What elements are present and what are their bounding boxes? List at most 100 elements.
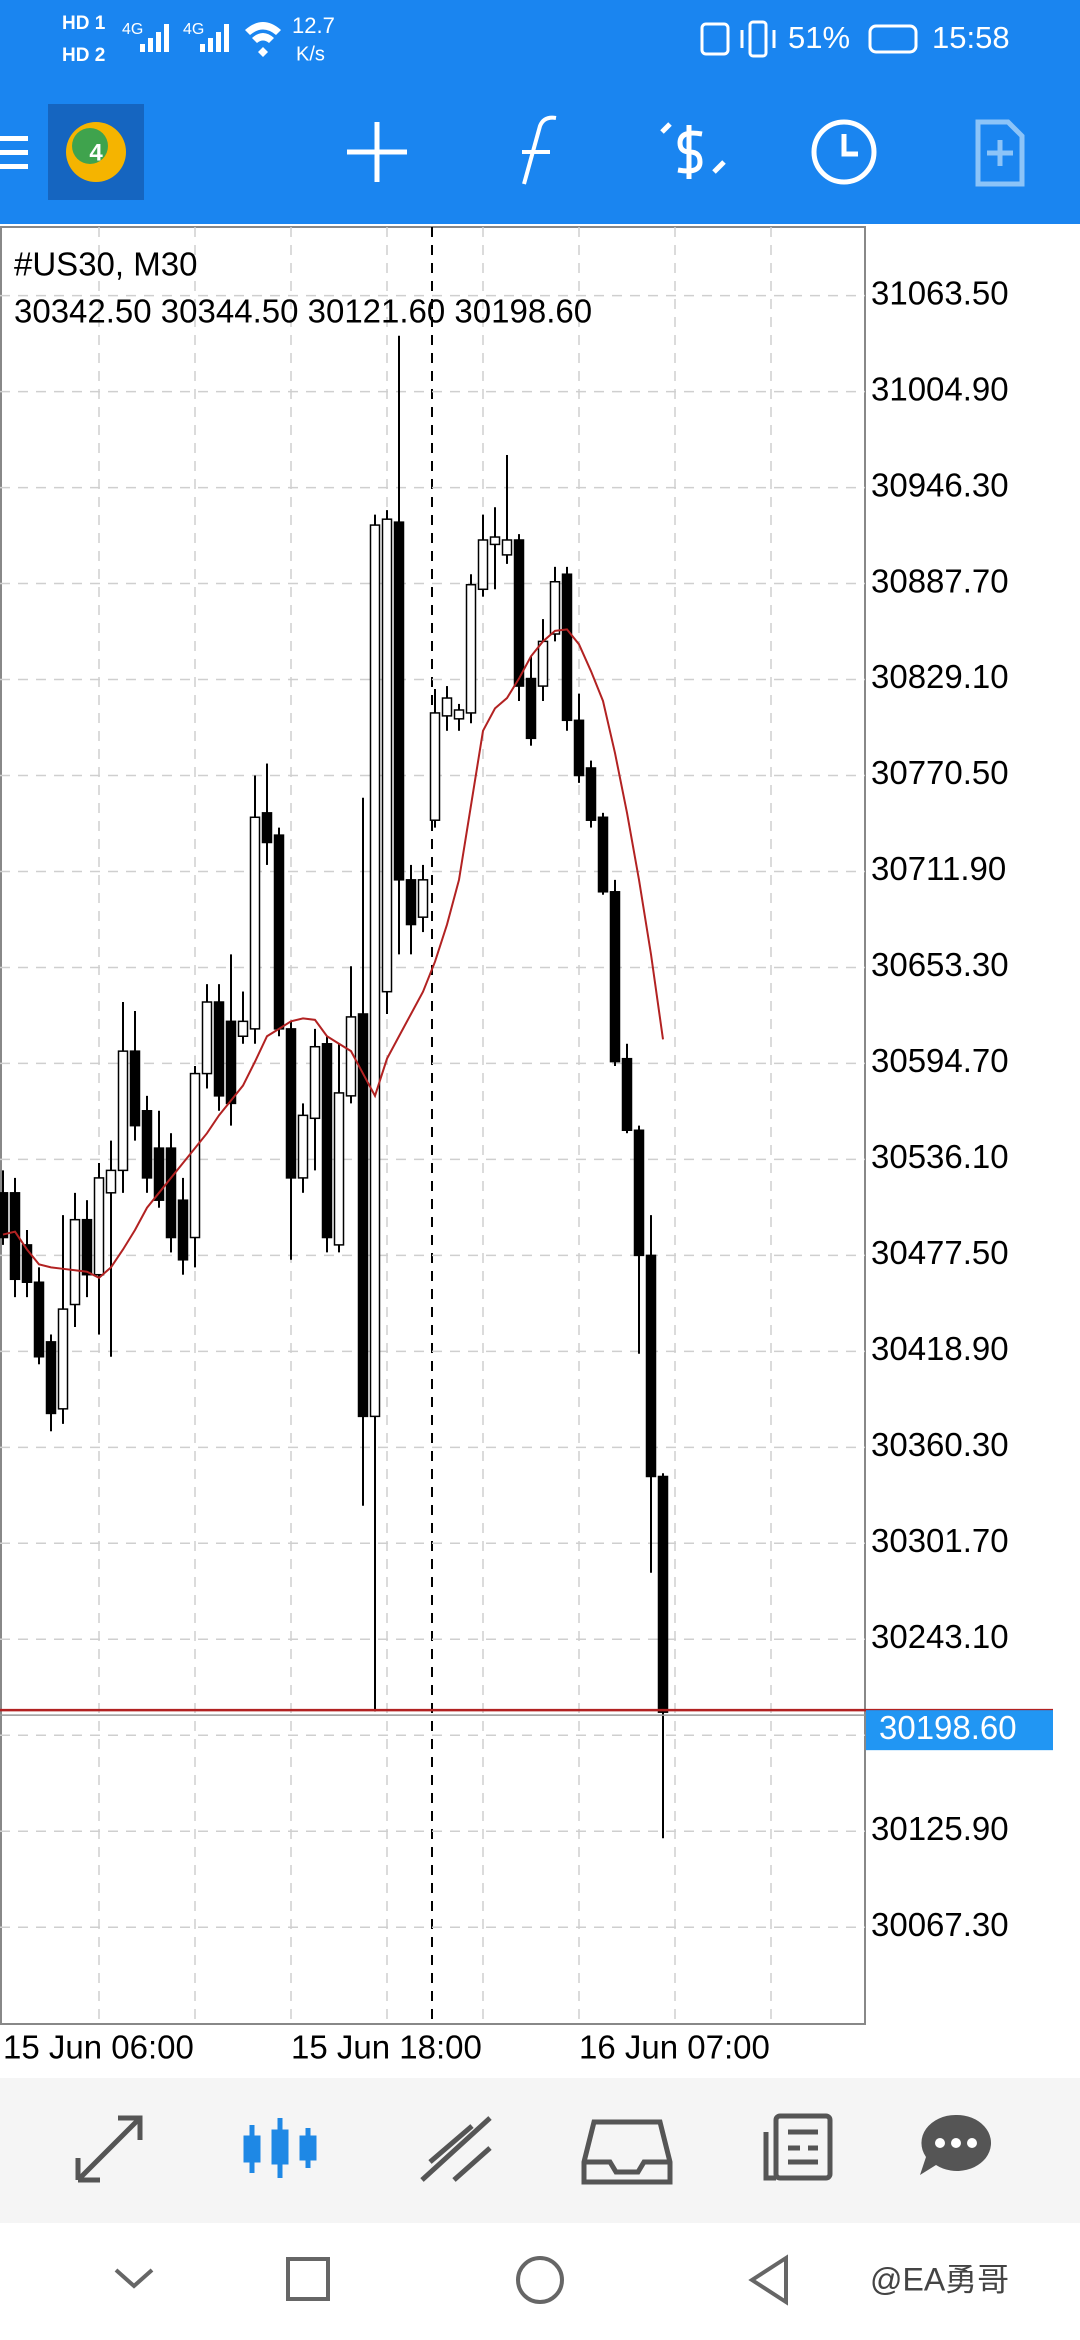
y-tick-label: 30946.30	[871, 466, 1009, 503]
bottom-nav	[0, 2078, 1080, 2223]
current-price-box	[866, 1710, 1053, 1751]
candle-body	[153, 1147, 165, 1201]
candle-body	[645, 1254, 657, 1478]
y-tick-label: 30067.30	[871, 1906, 1009, 1943]
candle-body	[345, 1016, 357, 1097]
top-bar	[0, 0, 1080, 224]
news-tab[interactable]	[773, 2113, 833, 2181]
candle-body	[417, 879, 429, 918]
y-tick-label: 30243.10	[871, 1618, 1009, 1655]
bottom-nav-icons	[75, 2113, 833, 2185]
chart-tab[interactable]	[243, 2118, 317, 2178]
toolbar-icons[interactable]	[347, 115, 1025, 187]
moving-average	[2, 628, 664, 1280]
x-tick-label: 15 Jun 06:00	[3, 2029, 194, 2066]
net2: 4G	[183, 21, 204, 38]
candle-body	[405, 879, 417, 926]
candle-body	[525, 677, 537, 740]
candle-body	[477, 539, 489, 591]
status-icons	[700, 20, 918, 58]
candle-body	[57, 1308, 69, 1410]
candle-body	[21, 1244, 33, 1283]
y-tick-label: 30770.50	[871, 754, 1009, 791]
symbol: #US30, M30	[14, 246, 197, 283]
system-nav[interactable]	[114, 2254, 788, 2306]
trade-button[interactable]	[660, 122, 726, 179]
candle-body	[285, 1028, 297, 1179]
candle-body	[297, 1114, 309, 1179]
candle-body	[45, 1341, 57, 1415]
quotes-tab[interactable]	[75, 2115, 143, 2183]
y-tick-label: 31004.90	[871, 370, 1009, 407]
signal-icons	[140, 22, 281, 57]
candle-body	[249, 816, 261, 1030]
candle-body	[225, 1020, 237, 1105]
trade-tab[interactable]	[420, 2116, 492, 2182]
sim1: HD 1	[62, 13, 106, 34]
y-tick-label: 30887.70	[871, 562, 1009, 599]
candle-body	[105, 1169, 117, 1194]
y-tick-label: 30594.70	[871, 1042, 1009, 1079]
candle-body	[465, 583, 477, 714]
history-tab[interactable]	[581, 2119, 673, 2185]
candle-body	[333, 1092, 345, 1246]
candle-body	[189, 1072, 201, 1239]
candle-body	[561, 573, 573, 722]
candle-body	[393, 521, 405, 881]
candle-body	[657, 1475, 669, 1713]
net1: 4G	[122, 21, 143, 38]
candle-body	[93, 1177, 105, 1276]
svg-text:4: 4	[89, 139, 103, 166]
candle-body	[213, 1001, 225, 1097]
candle-body	[441, 697, 453, 717]
y-tick-label: 30653.30	[871, 946, 1009, 983]
candle-body	[261, 812, 273, 844]
x-tick-label: 16 Jun 07:00	[579, 2029, 770, 2066]
candle-body	[573, 719, 585, 777]
new-order-button[interactable]	[975, 119, 1025, 187]
current-price-label: 30198.60	[879, 1709, 1017, 1746]
chat-tab[interactable]	[920, 2114, 992, 2175]
candle-body	[621, 1057, 633, 1131]
watermark: @EA勇哥	[870, 2261, 1009, 2297]
candle-body	[33, 1281, 45, 1358]
battery: 51%	[788, 20, 850, 55]
indicators-button[interactable]	[522, 115, 557, 185]
app-logo[interactable]: 4	[48, 104, 144, 200]
candle-body	[537, 640, 549, 687]
candle-body	[489, 536, 501, 546]
y-tick-label: 31063.50	[871, 274, 1009, 311]
candle-body	[201, 1001, 213, 1075]
sim2: HD 2	[62, 45, 105, 66]
candle-body	[369, 524, 381, 1418]
candle-body	[273, 834, 285, 1030]
candle-body	[321, 1043, 333, 1239]
menu-button[interactable]	[0, 136, 28, 169]
candle-body	[129, 1050, 141, 1127]
candle-body	[9, 1192, 21, 1281]
candle-body	[381, 518, 393, 993]
candle-body	[609, 891, 621, 1063]
y-tick-label: 30125.90	[871, 1810, 1009, 1847]
y-tick-label: 30829.10	[871, 658, 1009, 695]
candle-body	[501, 539, 513, 556]
clock: 15:58	[932, 20, 1010, 55]
candle-body	[633, 1129, 645, 1257]
y-tick-label: 30418.90	[871, 1330, 1009, 1367]
ohlc-header: 30342.50 30344.50 30121.60 30198.60	[14, 293, 592, 330]
candle-body	[177, 1199, 189, 1261]
x-tick-label: 15 Jun 18:00	[291, 2029, 482, 2066]
candle-body	[597, 816, 609, 893]
net-speed-unit: K/s	[296, 43, 325, 65]
candle-body	[429, 712, 441, 821]
y-tick-label: 30536.10	[871, 1138, 1009, 1175]
chart: 31063.50 31004.90 30946.30 30887.70 30829.10…	[0, 226, 1053, 2066]
candle-body	[141, 1110, 153, 1179]
y-tick-label: 30711.90	[871, 850, 1006, 887]
history-button[interactable]	[811, 119, 877, 185]
candle-body	[357, 1013, 369, 1418]
y-tick-label: 30360.30	[871, 1426, 1009, 1463]
crosshair-button[interactable]	[347, 122, 407, 182]
